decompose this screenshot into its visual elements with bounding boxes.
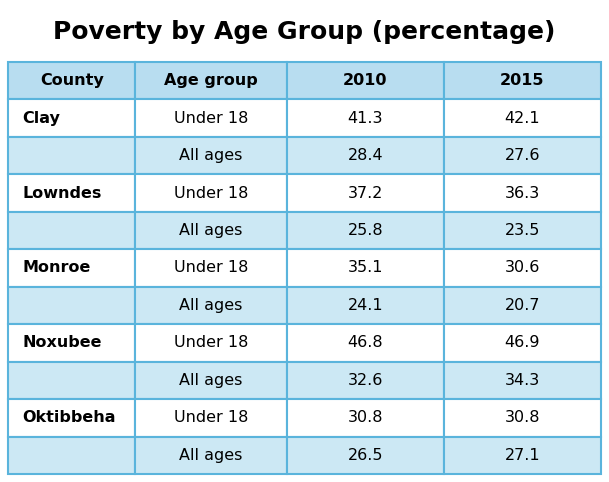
Text: 26.5: 26.5 xyxy=(348,448,383,463)
Bar xyxy=(444,362,601,399)
Bar xyxy=(8,137,135,174)
Text: Oktibbeha: Oktibbeha xyxy=(22,410,116,425)
Text: Noxubee: Noxubee xyxy=(22,335,102,350)
Text: All ages: All ages xyxy=(180,448,243,463)
Text: County: County xyxy=(40,73,104,88)
Bar xyxy=(444,174,601,212)
Text: 20.7: 20.7 xyxy=(505,298,540,313)
Text: Monroe: Monroe xyxy=(22,260,90,276)
Bar xyxy=(444,137,601,174)
Text: 46.9: 46.9 xyxy=(505,335,540,350)
Text: All ages: All ages xyxy=(180,148,243,163)
Bar xyxy=(287,249,444,287)
Bar xyxy=(8,174,135,212)
Bar xyxy=(135,437,287,474)
Text: 30.6: 30.6 xyxy=(505,260,540,276)
Bar xyxy=(444,437,601,474)
Text: 32.6: 32.6 xyxy=(348,373,383,388)
Text: Under 18: Under 18 xyxy=(174,410,248,425)
Bar xyxy=(135,137,287,174)
Text: 42.1: 42.1 xyxy=(505,111,540,126)
Text: 27.1: 27.1 xyxy=(505,448,540,463)
Text: 2015: 2015 xyxy=(500,73,544,88)
Bar xyxy=(135,62,287,99)
Bar xyxy=(444,324,601,362)
Bar xyxy=(135,99,287,137)
Text: Under 18: Under 18 xyxy=(174,260,248,276)
Text: 34.3: 34.3 xyxy=(505,373,540,388)
Bar xyxy=(135,212,287,249)
Bar xyxy=(135,399,287,437)
Bar xyxy=(8,362,135,399)
Text: 2010: 2010 xyxy=(343,73,387,88)
Text: Clay: Clay xyxy=(22,111,60,126)
Text: All ages: All ages xyxy=(180,298,243,313)
Bar xyxy=(287,137,444,174)
Text: 46.8: 46.8 xyxy=(348,335,383,350)
Text: Age group: Age group xyxy=(164,73,258,88)
Bar xyxy=(8,287,135,324)
Text: Under 18: Under 18 xyxy=(174,186,248,201)
Bar xyxy=(444,399,601,437)
Bar xyxy=(8,99,135,137)
Bar xyxy=(444,287,601,324)
Text: 23.5: 23.5 xyxy=(505,223,540,238)
Text: 30.8: 30.8 xyxy=(505,410,540,425)
Text: 27.6: 27.6 xyxy=(505,148,540,163)
Bar xyxy=(8,399,135,437)
Bar xyxy=(8,212,135,249)
Text: Lowndes: Lowndes xyxy=(22,186,101,201)
Bar xyxy=(287,362,444,399)
Bar xyxy=(8,324,135,362)
Text: 37.2: 37.2 xyxy=(348,186,383,201)
Text: 41.3: 41.3 xyxy=(348,111,383,126)
Bar xyxy=(135,324,287,362)
Bar xyxy=(444,249,601,287)
Text: 28.4: 28.4 xyxy=(348,148,383,163)
Bar xyxy=(287,437,444,474)
Bar xyxy=(287,324,444,362)
Bar xyxy=(444,62,601,99)
Text: 35.1: 35.1 xyxy=(348,260,383,276)
Bar xyxy=(287,399,444,437)
Text: Under 18: Under 18 xyxy=(174,111,248,126)
Bar xyxy=(135,362,287,399)
Text: Under 18: Under 18 xyxy=(174,335,248,350)
Text: 36.3: 36.3 xyxy=(505,186,540,201)
Text: 24.1: 24.1 xyxy=(348,298,383,313)
Text: All ages: All ages xyxy=(180,373,243,388)
Bar xyxy=(287,62,444,99)
Bar xyxy=(444,212,601,249)
Text: Poverty by Age Group (percentage): Poverty by Age Group (percentage) xyxy=(54,20,555,44)
Bar xyxy=(8,437,135,474)
Bar xyxy=(287,212,444,249)
Bar xyxy=(444,99,601,137)
Bar xyxy=(135,174,287,212)
Bar xyxy=(287,174,444,212)
Text: 25.8: 25.8 xyxy=(348,223,383,238)
Text: All ages: All ages xyxy=(180,223,243,238)
Bar xyxy=(135,287,287,324)
Bar xyxy=(287,287,444,324)
Bar xyxy=(287,99,444,137)
Text: 30.8: 30.8 xyxy=(348,410,383,425)
Bar xyxy=(8,249,135,287)
Bar xyxy=(135,249,287,287)
Bar xyxy=(8,62,135,99)
